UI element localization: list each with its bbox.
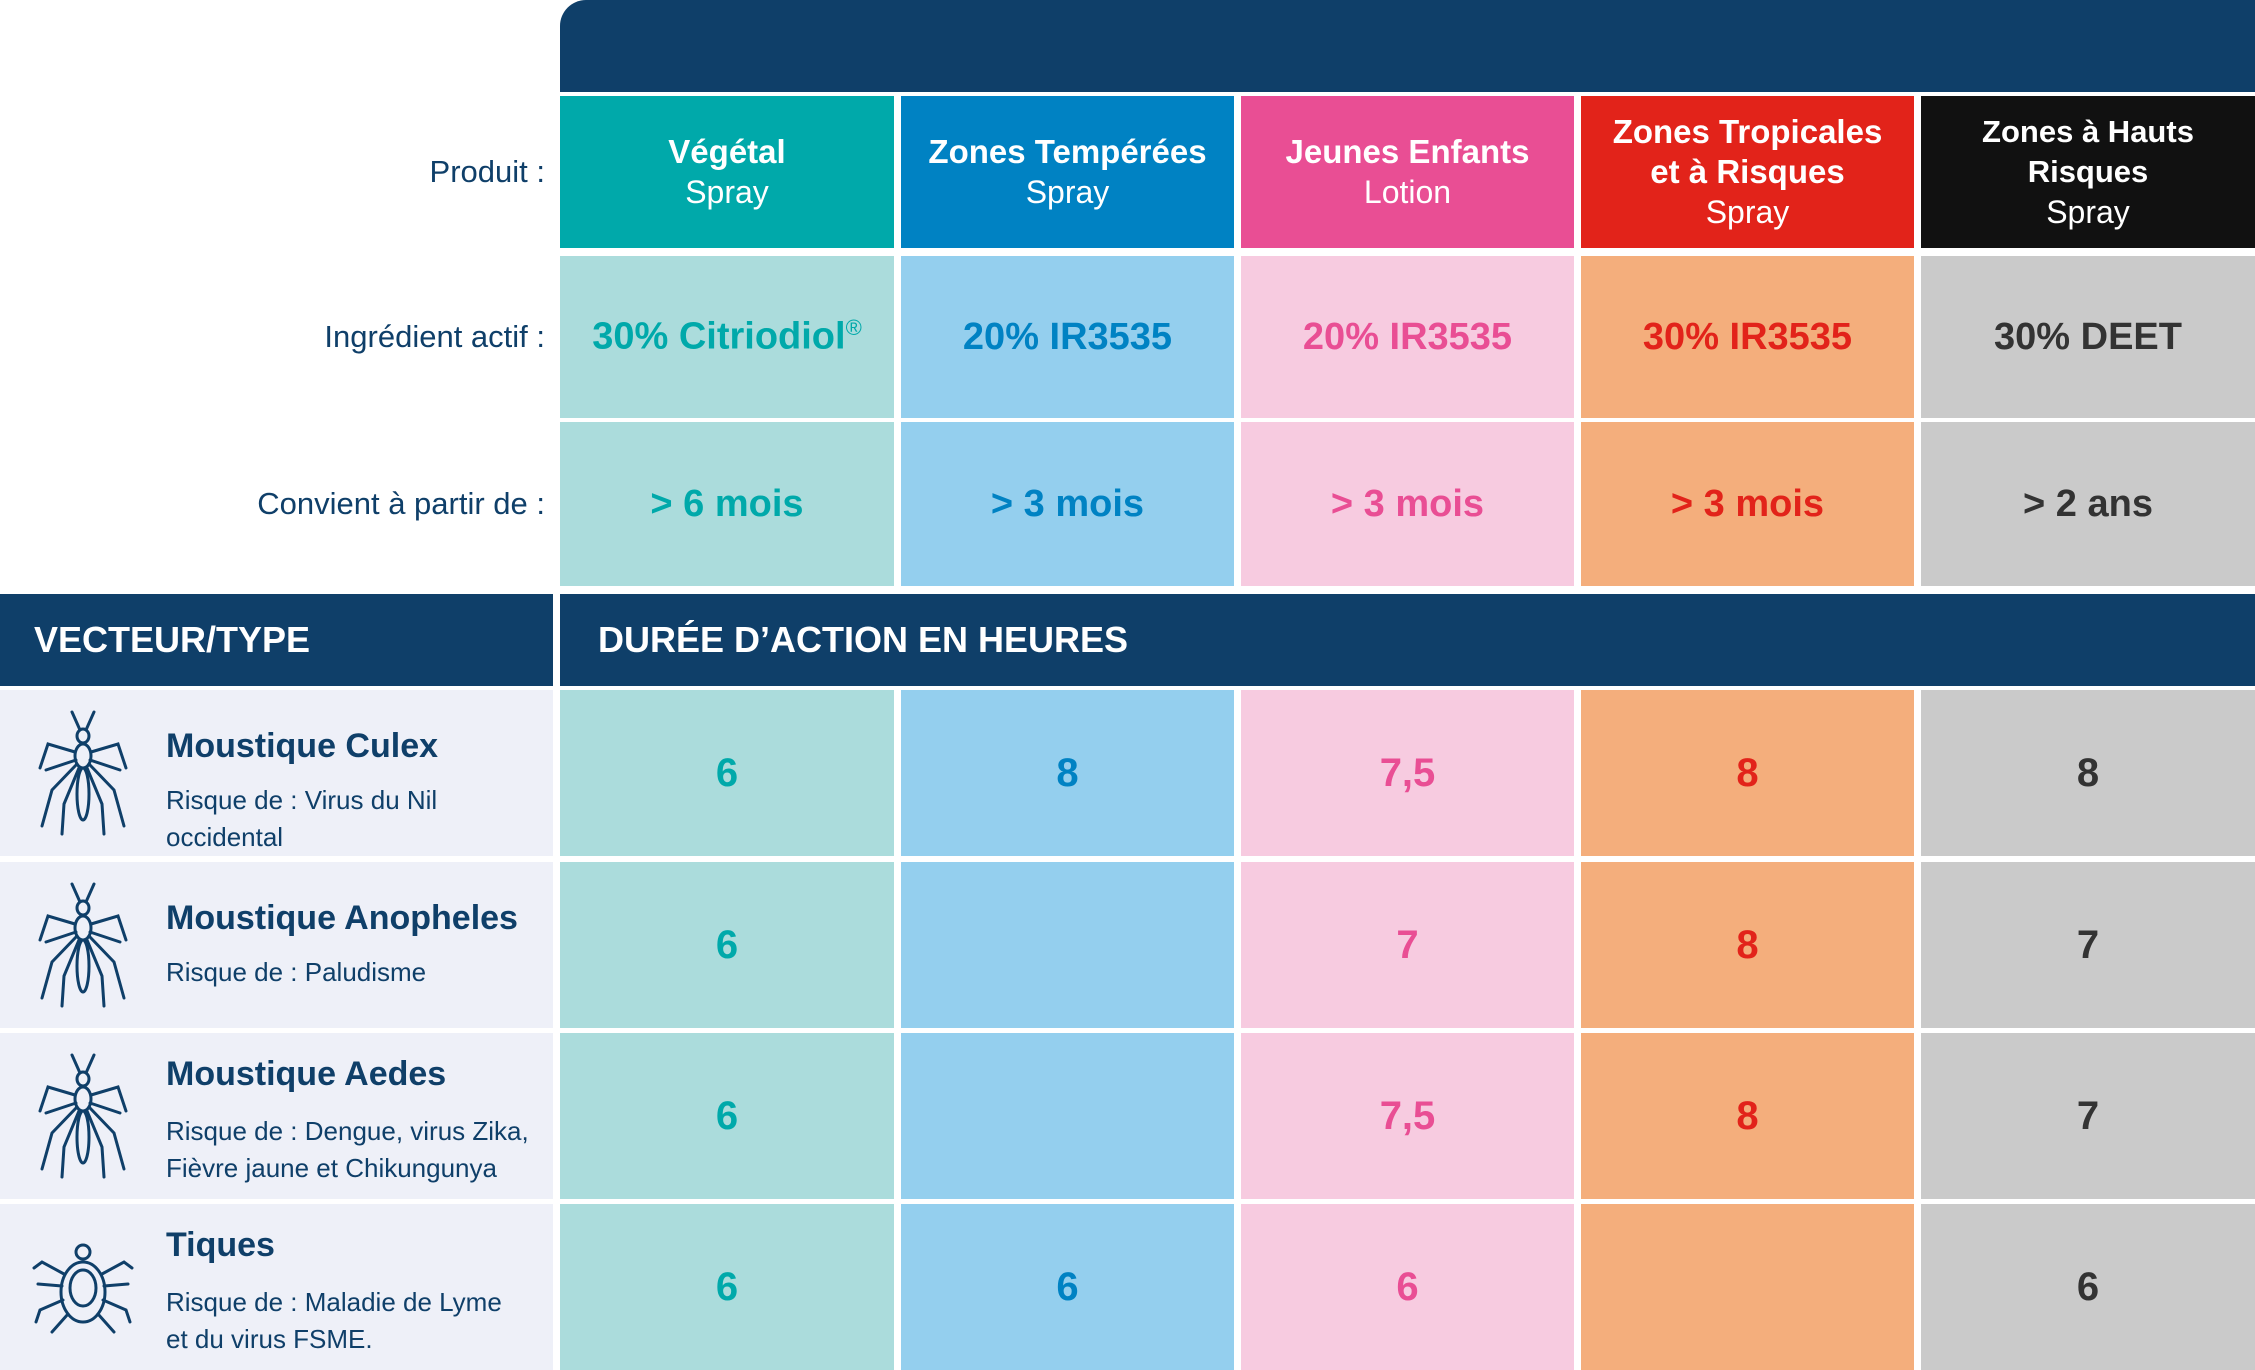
ingredient-value: 30% DEET <box>1994 315 2182 358</box>
ingredient-cell: 30% IR3535 <box>1581 256 1914 418</box>
duration-value: 8 <box>1736 750 1759 795</box>
vector-risk: Risque de : Maladie de Lyme et du virus … <box>166 1287 502 1354</box>
duration-cell: 8 <box>1581 862 1914 1028</box>
duration-cell: 8 <box>1581 1033 1914 1199</box>
duration-cell: 6 <box>560 690 894 856</box>
age-cell: > 3 mois <box>1241 422 1574 586</box>
vector-name: Moustique Culex <box>166 727 439 765</box>
duration-cell: 8 <box>1581 690 1914 856</box>
duration-cell: 6 <box>560 862 894 1028</box>
duration-cell: 8 <box>1921 690 2255 856</box>
ingredient-wrap: 30% Citriodiol® <box>592 315 862 359</box>
duration-value: 8 <box>2076 750 2100 795</box>
product-form: Spray <box>1025 174 1110 210</box>
product-name: Jeunes Enfants <box>1285 133 1530 170</box>
duration-cell: 6 <box>1241 1204 1574 1370</box>
age-value: > 2 ans <box>2023 482 2153 525</box>
duration-value: 7,5 <box>1379 750 1436 795</box>
row-label-ingredient: Ingrédient actif : <box>324 319 545 354</box>
product-form: Spray <box>2046 194 2130 230</box>
duration-value: 6 <box>715 750 739 795</box>
duration-value: 8 <box>1056 750 1079 795</box>
product-header-zones-tropicales: Zones Tropicales et à Risques Spray <box>1581 96 1914 248</box>
duration-cell: 7,5 <box>1241 1033 1574 1199</box>
product-header-hauts-risques: Zones à Hauts Risques Spray <box>1921 96 2255 248</box>
vector-risk: Risque de : Paludisme <box>166 957 427 987</box>
row-label-product: Produit : <box>429 154 545 189</box>
vector-risk: Risque de : Dengue, virus Zika, Fièvre j… <box>166 1116 529 1183</box>
age-value: > 3 mois <box>1330 482 1485 525</box>
duration-cell: 6 <box>1921 1204 2255 1370</box>
ingredient-cell: 20% IR3535 <box>901 256 1234 418</box>
age-cell: > 6 mois <box>560 422 894 586</box>
duration-value: 6 <box>715 1264 739 1309</box>
product-name: Végétal <box>668 133 786 170</box>
duration-value: 7,5 <box>1379 1093 1436 1138</box>
age-cell: > 3 mois <box>901 422 1234 586</box>
product-form: Spray <box>685 174 769 210</box>
age-value: > 3 mois <box>990 482 1145 525</box>
ingredient-cell: 30% Citriodiol® <box>560 256 894 418</box>
duration-cell <box>1581 1204 1914 1370</box>
section-bar <box>0 594 2255 686</box>
product-name: Zones Tropicales et à Risques <box>1612 113 1883 190</box>
product-name: Zones Tempérées <box>928 133 1207 170</box>
product-header-jeunes-enfants: Jeunes Enfants Lotion <box>1241 96 1574 248</box>
ingredient-cell: 30% DEET <box>1921 256 2255 418</box>
duration-value: 6 <box>1056 1264 1079 1309</box>
duration-value: 6 <box>1396 1264 1419 1309</box>
row-label-age: Convient à partir de : <box>257 486 545 521</box>
section-divider <box>553 594 560 686</box>
tick-icon <box>28 1222 138 1352</box>
duration-cell: 7 <box>1921 1033 2255 1199</box>
ingredient-value: 20% IR3535 <box>962 315 1173 358</box>
duration-value: 7 <box>2076 922 2100 967</box>
registered-mark: ® <box>845 315 862 341</box>
header-bar <box>560 0 2255 92</box>
ingredient-value: 30% IR3535 <box>1642 315 1853 358</box>
duration-value: 8 <box>1736 1093 1759 1138</box>
duration-cell: 7,5 <box>1241 690 1574 856</box>
duration-cell: 8 <box>901 690 1234 856</box>
duration-cell: 6 <box>901 1204 1234 1370</box>
product-name: Zones à Hauts Risques <box>1982 114 2194 189</box>
vector-risk: Risque de : Virus du Nil occidental <box>166 785 438 852</box>
vector-row-3: Moustique Aedes Risque de : Dengue, virus… <box>0 1033 553 1199</box>
age-value: > 3 mois <box>1670 482 1825 525</box>
duration-cell: 6 <box>560 1204 894 1370</box>
duration-value: 7 <box>2076 1093 2100 1138</box>
duration-value: 6 <box>2076 1264 2100 1309</box>
duration-cell <box>901 862 1234 1028</box>
mosquito-icon <box>28 1051 138 1181</box>
vector-row-1: Moustique Culex Risque de : Virus du Nil … <box>0 690 553 856</box>
vector-name: Tiques <box>166 1226 275 1264</box>
ingredient-value: 30% Citriodiol <box>592 315 846 358</box>
vector-type-heading: VECTEUR/TYPE <box>34 619 311 660</box>
age-cell: > 3 mois <box>1581 422 1914 586</box>
product-form: Lotion <box>1363 174 1452 210</box>
duration-value: 6 <box>715 922 739 967</box>
ingredient-cell: 20% IR3535 <box>1241 256 1574 418</box>
vector-row-4: Tiques Risque de : Maladie de Lyme et du … <box>0 1204 553 1370</box>
duration-value: 6 <box>715 1093 739 1138</box>
vector-name: Moustique Anopheles <box>166 899 518 937</box>
ingredient-value: 20% IR3535 <box>1302 315 1513 358</box>
vector-name: Moustique Aedes <box>166 1055 447 1093</box>
duration-value: 8 <box>1736 922 1759 967</box>
product-form: Spray <box>1705 194 1790 230</box>
product-header-zones-temperees: Zones Tempérées Spray <box>901 96 1234 248</box>
product-header-vegetal: Végétal Spray <box>560 96 894 248</box>
duration-cell <box>901 1033 1234 1199</box>
duration-value: 7 <box>1396 922 1419 967</box>
mosquito-icon <box>28 880 138 1010</box>
duration-heading: DURÉE D’ACTION EN HEURES <box>598 619 1129 660</box>
duration-cell: 7 <box>1921 862 2255 1028</box>
duration-cell: 7 <box>1241 862 1574 1028</box>
age-value: > 6 mois <box>650 482 804 525</box>
duration-cell: 6 <box>560 1033 894 1199</box>
age-cell: > 2 ans <box>1921 422 2255 586</box>
vector-row-2: Moustique Anopheles Risque de : Paludisme <box>0 862 553 1028</box>
mosquito-icon <box>28 708 138 838</box>
